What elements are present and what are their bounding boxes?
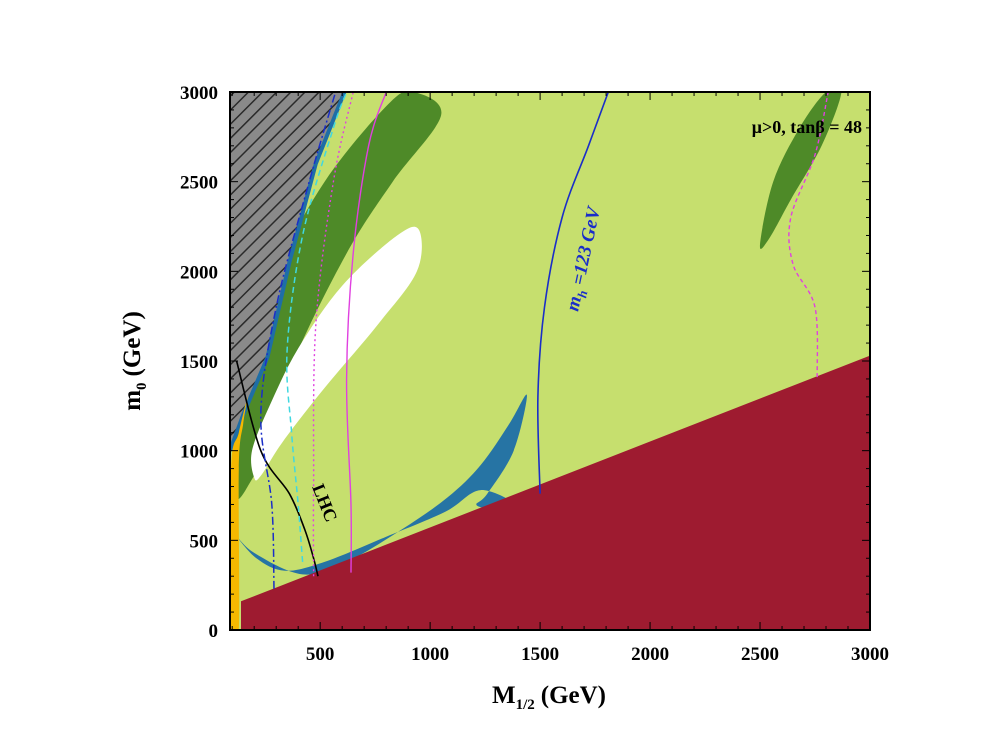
x-tick-label: 2500	[741, 644, 779, 665]
x-tick-label: 1000	[411, 644, 449, 665]
x-axis-title-sub: 1/2	[516, 697, 535, 713]
axis-ticks	[230, 91, 871, 631]
stau-lsp-region	[241, 355, 870, 630]
magenta-dotted-contour	[312, 92, 354, 577]
y-tick-label: 1500	[180, 352, 218, 373]
x-axis-title: M1/2 (GeV)	[492, 682, 606, 713]
y-tick-label: 2500	[180, 173, 218, 194]
y-tick-label: 3000	[180, 83, 218, 104]
x-axis-title-main: M	[492, 682, 516, 709]
orange-excluded-strip	[230, 396, 248, 630]
plot-area	[230, 92, 870, 630]
y-tick-label: 500	[190, 531, 219, 552]
y-axis-title-main: m	[119, 390, 146, 411]
y-tick-label: 2000	[180, 262, 218, 283]
mh-123-contour	[536, 92, 610, 494]
relic-density-band	[234, 394, 527, 575]
cyan-dashed-contour	[285, 92, 348, 562]
y-axis-title-unit: (GeV)	[119, 311, 146, 376]
x-tick-label: 1500	[521, 644, 559, 665]
white-region	[251, 226, 422, 481]
y-tick-label: 1000	[180, 442, 218, 463]
mh-label-sub: h	[574, 289, 590, 299]
parameter-annotation: μ>0, tanβ = 48	[752, 117, 862, 137]
magenta-solid-contour	[345, 92, 387, 573]
dark-green-region-right	[759, 92, 842, 249]
axis-tick-labels: 500 1000 1500 2000 2500 3000 0 500 1000 1500 2000 2…	[180, 83, 889, 665]
lhc-contour	[235, 360, 319, 577]
y-tick-label: 0	[209, 621, 219, 642]
hatched-boundary-band	[230, 92, 347, 452]
mh-label-main: m	[562, 294, 586, 313]
x-tick-label: 2000	[631, 644, 669, 665]
blue-dashdot-contour	[260, 92, 337, 589]
x-tick-label: 500	[306, 644, 335, 665]
y-axis-title-sub: 0	[134, 382, 150, 390]
x-axis-title-unit: (GeV)	[541, 682, 606, 709]
x-tick-label: 3000	[851, 644, 889, 665]
y-axis-title: m0 (GeV)	[119, 311, 150, 411]
